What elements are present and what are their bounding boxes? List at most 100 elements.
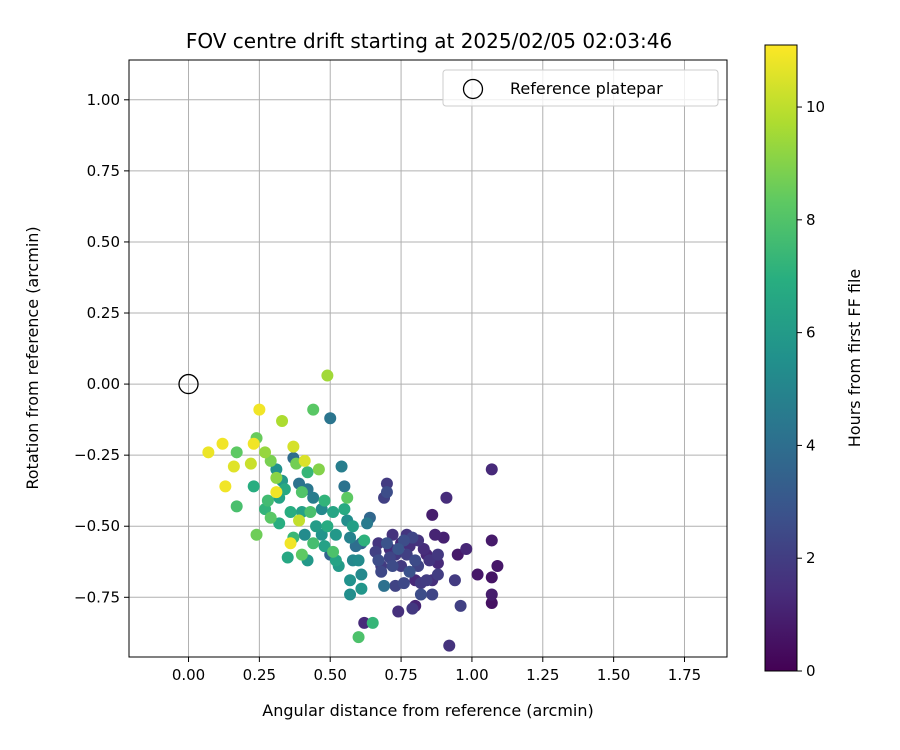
scatter-point [361,517,374,530]
scatter-point [247,437,260,450]
scatter-point [485,571,498,584]
y-tick-label: 0.25 [87,304,120,322]
scatter-point [284,506,297,519]
scatter-point [440,491,453,504]
scatter-point [202,446,215,459]
scatter-point [327,506,340,519]
legend-box [442,69,719,107]
x-tick-label: 0.00 [172,666,205,684]
scatter-point [395,560,408,573]
scatter-point [344,588,357,601]
scatter-point [216,437,229,450]
scatter-point [431,548,444,561]
scatter-point [448,574,461,587]
scatter-point [426,508,439,521]
scatter-point [485,588,498,601]
scatter-point [307,537,320,550]
scatter-point [270,471,283,484]
y-axis-label: Rotation from reference (arcmin) [23,226,42,489]
scatter-point [426,588,439,601]
scatter-point [471,568,484,581]
y-tick-label: 0.50 [87,233,120,251]
x-tick-label: 0.25 [243,666,276,684]
scatter-point [397,577,410,590]
scatter-point [324,412,337,425]
scatter-point [264,511,277,524]
scatter-point [355,568,368,581]
scatter-point [380,486,393,499]
scatter-point [310,520,323,533]
x-tick-label: 1.50 [597,666,630,684]
y-tick-label: 1.00 [87,91,120,109]
plot-frame [128,59,728,658]
colorbar-tick-label: 6 [806,324,816,342]
scatter-point [392,605,405,618]
scatter-point [414,588,427,601]
legend-entry-label: Reference platepar [510,79,663,98]
scatter-point [372,554,385,567]
y-tick-label: −0.25 [74,446,120,464]
scatter-point [341,491,354,504]
scatter-point [358,534,371,547]
legend: Reference platepar [442,69,719,107]
y-tick-label: −0.50 [74,517,120,535]
colorbar-tick-label: 8 [806,211,816,229]
scatter-point [431,568,444,581]
scatter-point [281,551,294,564]
x-tick-label: 1.25 [526,666,559,684]
scatter-point [443,639,456,652]
scatter-point [327,545,340,558]
scatter-point [270,486,283,499]
scatter-point [293,514,306,527]
y-axis-ticks: 1.00 0.75 0.50 0.25 0.00 −0.25 −0.50 −0.75 [74,91,129,606]
scatter-point [380,537,393,550]
scatter-point [378,579,391,592]
scatter-point [352,631,365,644]
scatter-point [344,574,357,587]
scatter-point [403,565,416,578]
scatter-point [298,528,311,541]
scatter-point [230,446,243,459]
x-axis-ticks: 0.00 0.25 0.50 0.75 1.00 1.25 1.50 1.75 [172,657,701,684]
scatter-point [270,463,283,476]
scatter-point [392,542,405,555]
x-tick-label: 0.50 [314,666,347,684]
scatter-point [335,460,348,473]
scatter-point [307,491,320,504]
scatter-point [329,528,342,541]
scatter-point [244,457,257,470]
scatter-point [298,454,311,467]
scatter-point [485,534,498,547]
scatter-point [304,506,317,519]
scatter-point [315,528,328,541]
colorbar-tick-label: 4 [806,436,816,454]
scatter-point [312,463,325,476]
scatter-point [352,554,365,567]
scatter-point [380,477,393,490]
scatter-point [417,542,430,555]
scatter-point [287,440,300,453]
y-tick-label: 0.00 [87,375,120,393]
scatter-point [420,574,433,587]
colorbar-tick-label: 0 [806,662,816,680]
scatter-point [423,554,436,567]
colorbar-tick-label: 2 [806,549,816,567]
scatter-point [276,415,289,428]
scatter-point [429,528,442,541]
scatter-point [406,602,419,615]
scatter-point [451,548,464,561]
scatter-point [259,446,272,459]
x-tick-label: 0.75 [384,666,417,684]
scatter-point [338,503,351,516]
chart-title: FOV centre drift starting at 2025/02/05 … [186,29,672,53]
scatter-point [349,540,362,553]
scatter-point [375,565,388,578]
scatter-point [460,542,473,555]
scatter-point [321,520,334,533]
scatter-point [295,486,308,499]
colorbar-label: Hours from first FF file [845,269,864,448]
scatter-point [400,548,413,561]
legend-marker [462,78,484,100]
scatter-point [219,480,232,493]
